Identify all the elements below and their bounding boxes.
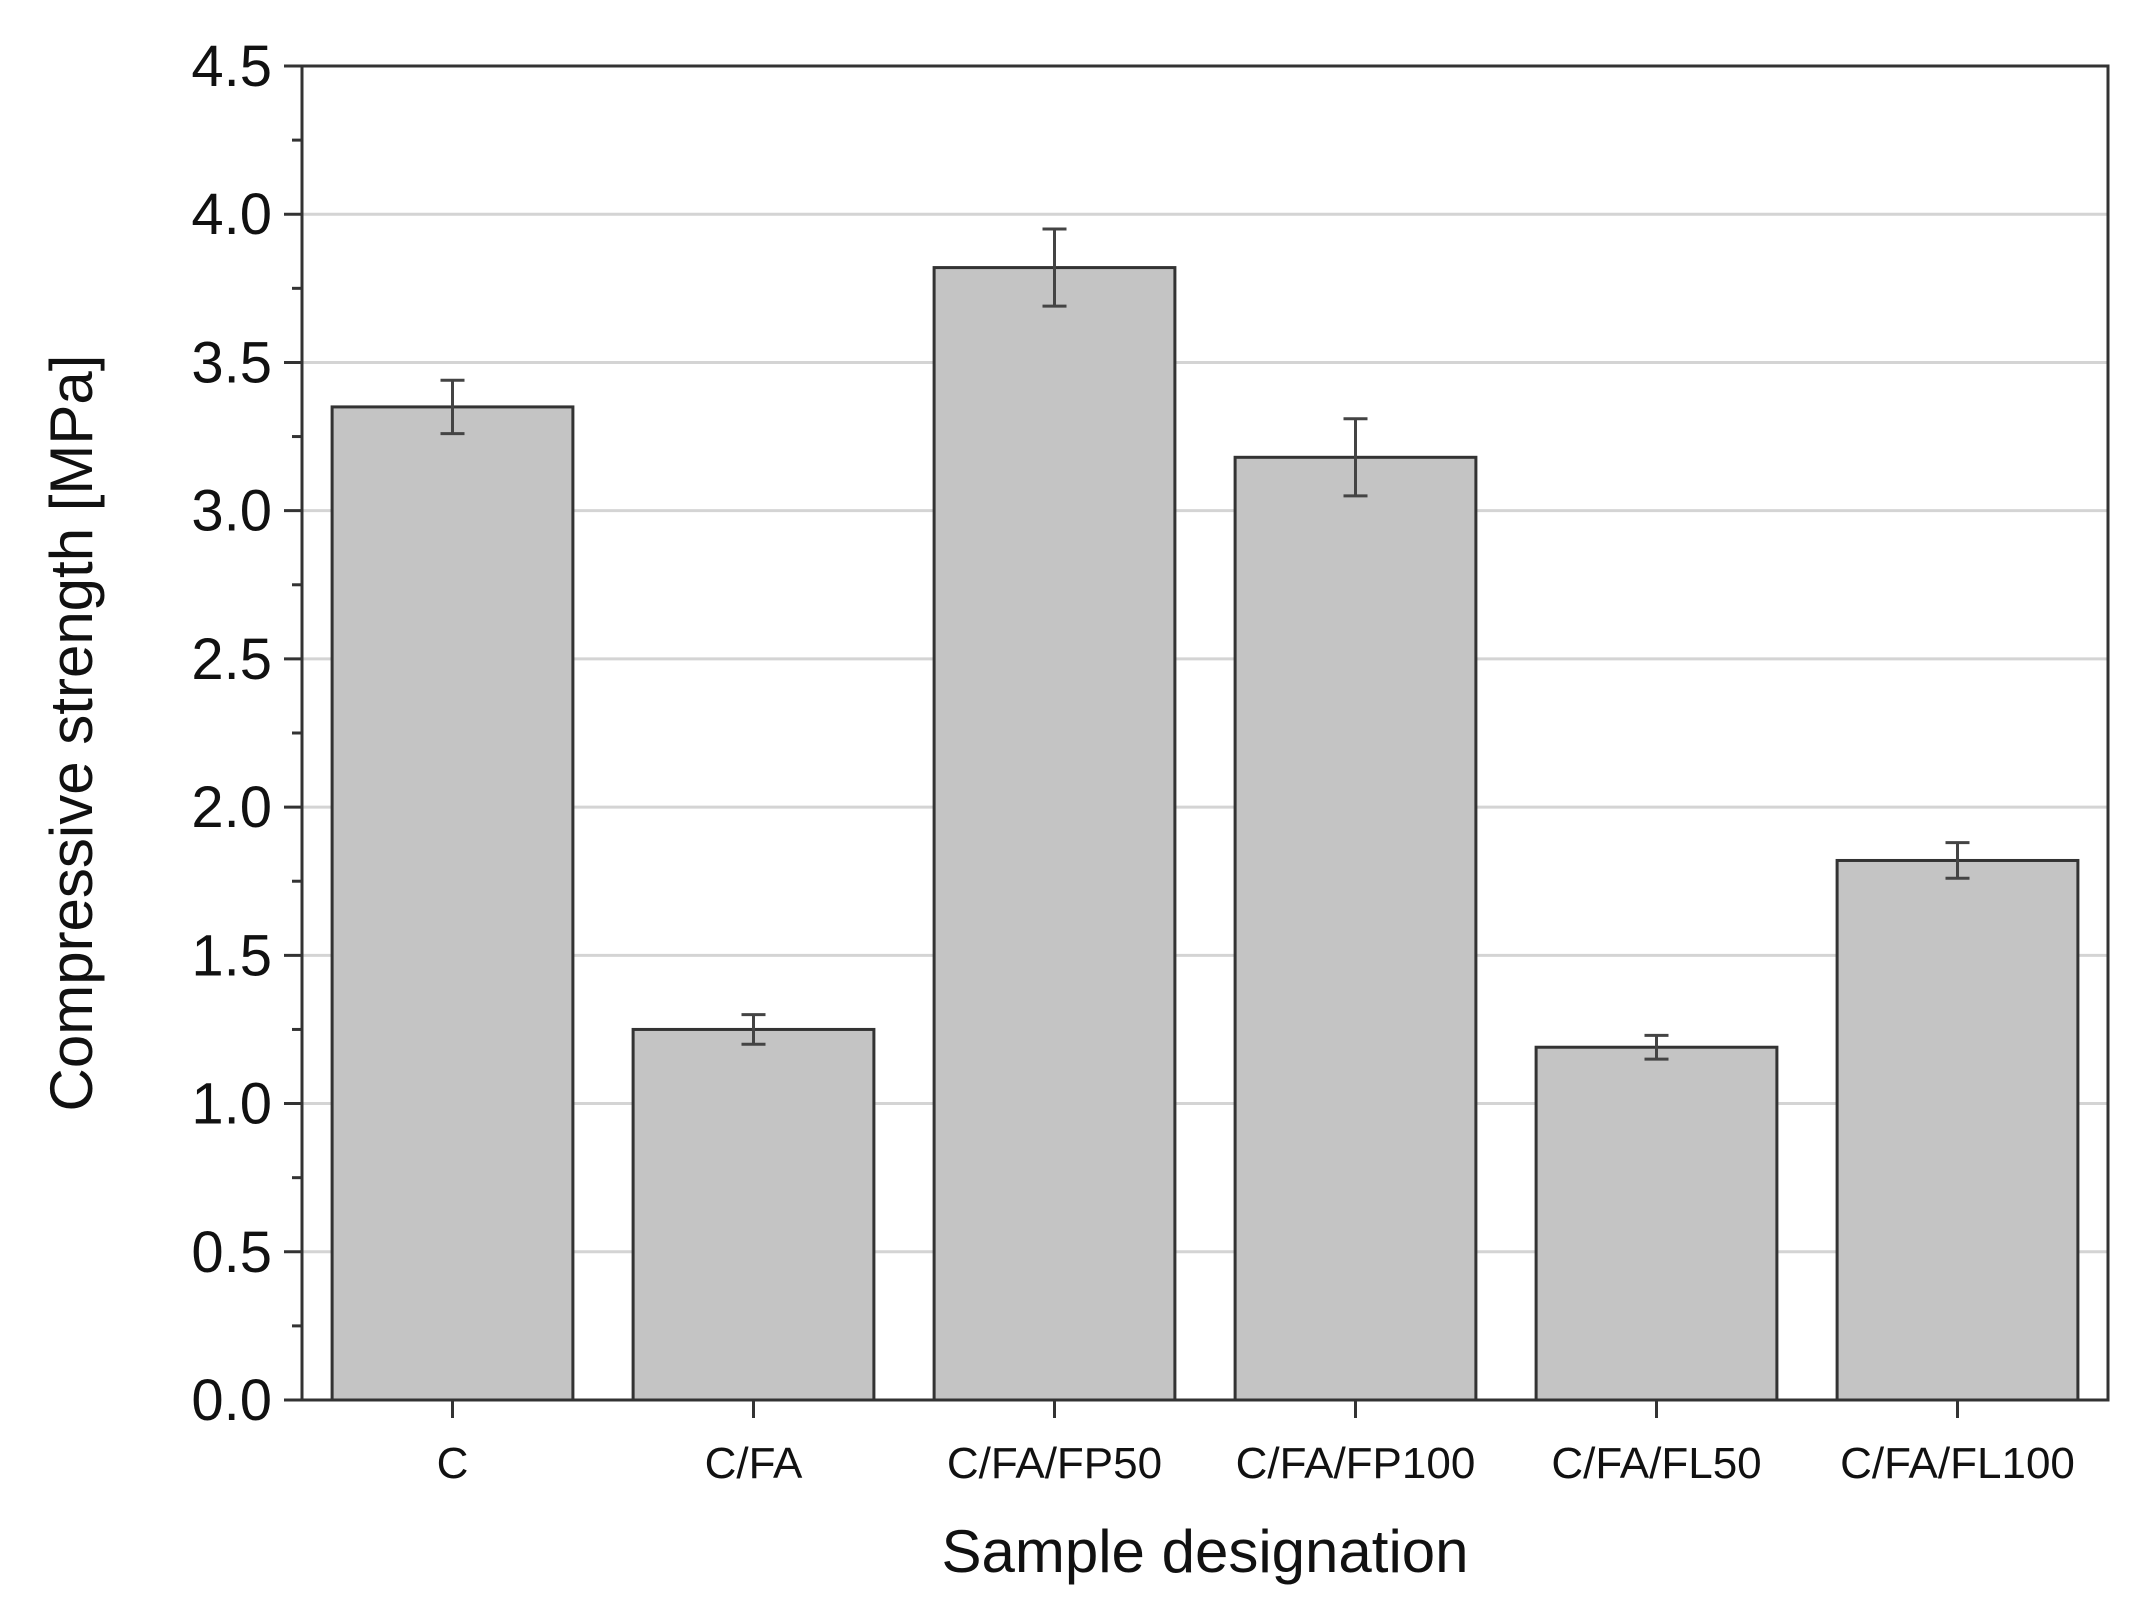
y-tick-label: 4.0 bbox=[191, 182, 272, 247]
gridlines bbox=[302, 212, 2108, 1254]
x-tick-label: C/FA/FL100 bbox=[1840, 1439, 2075, 1488]
y-tick-label: 3.0 bbox=[191, 479, 272, 544]
bar bbox=[932, 266, 1177, 1402]
y-tick-label: 0.5 bbox=[191, 1220, 272, 1285]
x-tick-label: C bbox=[437, 1439, 469, 1488]
y-tick-label: 1.0 bbox=[191, 1072, 272, 1137]
x-tick-label: C/FA/FP50 bbox=[947, 1439, 1162, 1488]
y-axis-ticks: 0.0 0.5 1.0 1.5 2.0 2.5 3.0 3.5 4.0 4.5 bbox=[191, 34, 302, 1433]
bar bbox=[1233, 455, 1478, 1402]
bar bbox=[330, 405, 575, 1402]
x-axis-title: Sample designation bbox=[941, 1518, 1468, 1585]
y-tick-label: 1.5 bbox=[191, 923, 272, 988]
bar bbox=[1835, 858, 2080, 1402]
error-bars bbox=[440, 227, 1970, 1061]
bar bbox=[1534, 1045, 1779, 1402]
x-axis-ticks: C C/FA C/FA/FP50 C/FA/FP100 C/FA/FL50 C/FA/FL… bbox=[437, 1400, 2075, 1488]
y-tick-label: 2.0 bbox=[191, 775, 272, 840]
bars bbox=[330, 266, 2080, 1402]
x-tick-label: C/FA/FL50 bbox=[1551, 1439, 1761, 1488]
y-tick-label: 4.5 bbox=[191, 34, 272, 99]
y-tick-label: 3.5 bbox=[191, 330, 272, 395]
x-tick-label: C/FA/FP100 bbox=[1236, 1439, 1476, 1488]
x-tick-label: C/FA bbox=[705, 1439, 803, 1488]
y-tick-label: 2.5 bbox=[191, 627, 272, 692]
y-tick-label: 0.0 bbox=[191, 1368, 272, 1433]
bar bbox=[631, 1027, 876, 1402]
y-axis-title: Compressive strength [MPa] bbox=[38, 355, 105, 1112]
